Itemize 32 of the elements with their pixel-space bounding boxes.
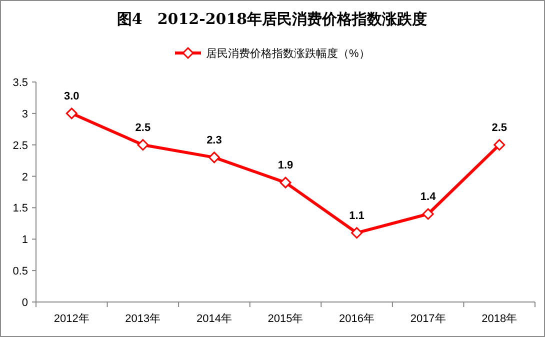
legend-label: 居民消费价格指数涨跌幅度（%） — [206, 47, 370, 60]
chart-title: 图4 2012-2018年居民消费价格指数涨跌度 — [116, 10, 428, 28]
y-tick-label: 1 — [22, 234, 28, 246]
x-tick-label: 2018年 — [482, 313, 518, 325]
legend: 居民消费价格指数涨跌幅度（%） — [175, 46, 370, 60]
y-tick-label: 3.5 — [12, 77, 28, 89]
point — [351, 227, 363, 239]
y-tick-label: 2.5 — [12, 140, 28, 152]
x-tick-label: 2016年 — [339, 313, 375, 325]
point — [208, 152, 220, 164]
x-tick-label: 2013年 — [125, 313, 161, 325]
y-tick-label: 0.5 — [12, 266, 28, 278]
data-label: 1.1 — [349, 210, 364, 222]
y-tick-label: 0 — [22, 297, 28, 309]
y-tick-label: 3 — [22, 108, 28, 120]
x-tick-label: 2014年 — [196, 313, 232, 325]
y-tick-label: 1.5 — [12, 202, 28, 215]
point — [66, 108, 78, 120]
x-tick-label: 2015年 — [268, 313, 304, 325]
data-label: 3.0 — [64, 90, 80, 102]
y-tick-label: 2 — [22, 171, 28, 184]
point — [494, 139, 506, 151]
data-label: 2.5 — [492, 122, 508, 134]
data-label: 2.5 — [135, 122, 151, 134]
data-label: 1.4 — [420, 191, 437, 203]
data-label: 2.3 — [206, 134, 222, 146]
point — [137, 139, 149, 151]
point — [280, 176, 292, 188]
x-tick-label: 2012年 — [54, 313, 90, 325]
point — [422, 208, 434, 220]
data-label: 1.9 — [278, 160, 294, 172]
x-tick-label: 2017年 — [410, 313, 446, 325]
